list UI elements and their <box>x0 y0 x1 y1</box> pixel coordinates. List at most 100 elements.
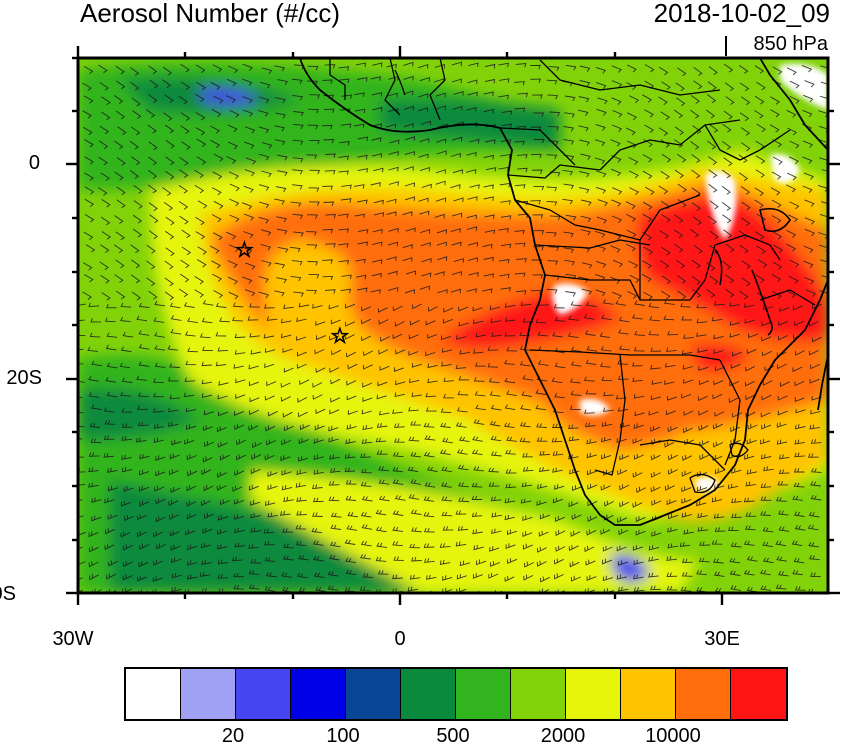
wind-barb <box>308 201 320 206</box>
wind-barb <box>84 156 94 165</box>
wind-barb <box>260 229 272 236</box>
wind-barb <box>201 559 212 566</box>
wind-barb <box>514 184 526 189</box>
wind-barb <box>789 259 800 268</box>
wind-barb <box>504 404 516 411</box>
wind-barb <box>307 65 319 71</box>
wind-barb <box>779 307 790 312</box>
wind-barb <box>251 453 262 460</box>
wind-barb <box>551 377 563 384</box>
wind-barb <box>469 138 480 144</box>
wind-barb <box>708 169 718 178</box>
wind-barb <box>277 154 288 161</box>
wind-barb <box>739 82 750 92</box>
wind-barb <box>264 395 275 401</box>
wind-barb <box>776 422 787 428</box>
wind-barb <box>184 438 195 445</box>
wind-barb <box>722 260 732 270</box>
wind-barb <box>402 211 413 216</box>
wind-barb <box>281 485 293 491</box>
wind-barb <box>243 231 254 239</box>
wind-barb <box>425 392 437 398</box>
wind-barb <box>456 407 468 413</box>
wind-barb <box>745 481 756 487</box>
wind-barb <box>611 124 623 133</box>
wind-barb <box>517 167 528 173</box>
wind-barb <box>568 454 579 460</box>
wind-barb <box>259 81 271 89</box>
wind-barb <box>552 451 564 456</box>
wind-barb <box>789 156 799 165</box>
colorbar-label-20: 20 <box>221 725 245 747</box>
wind-barb <box>78 380 85 383</box>
wind-barb <box>775 540 787 547</box>
wind-barb <box>712 441 723 448</box>
wind-barb <box>563 154 575 161</box>
wind-barb <box>459 349 470 355</box>
wind-barb <box>107 467 118 473</box>
wind-barb <box>116 80 126 90</box>
wind-barb <box>307 214 318 219</box>
wind-barb <box>491 332 502 337</box>
wind-barb <box>682 427 693 434</box>
wind-barb <box>515 62 527 68</box>
wind-barb <box>585 359 597 365</box>
wind-barb <box>514 107 526 113</box>
wind-barb <box>315 321 326 326</box>
wind-barb <box>115 259 125 269</box>
wind-barb <box>642 170 653 179</box>
wind-barb <box>299 379 310 385</box>
wind-barb <box>101 292 111 301</box>
wind-barb <box>809 378 820 384</box>
wind-barb <box>786 229 797 238</box>
wind-barb <box>611 291 622 300</box>
wind-barb <box>483 256 494 262</box>
wind-barb <box>676 97 686 107</box>
wind-barb <box>760 569 771 576</box>
wind-barb <box>292 95 303 101</box>
wind-barb <box>312 497 324 503</box>
wind-barb <box>583 376 595 382</box>
wind-barb <box>458 482 469 488</box>
wind-barb <box>329 554 340 561</box>
wind-barb <box>443 307 454 313</box>
wind-barb <box>235 378 246 384</box>
wind-barb <box>103 435 115 440</box>
wind-barb <box>313 438 324 444</box>
wind-barb <box>727 526 739 531</box>
wind-barb <box>264 557 276 562</box>
wind-barb <box>471 512 483 518</box>
wind-barb <box>650 347 662 352</box>
wind-barb <box>164 94 174 103</box>
wind-barb <box>619 454 630 461</box>
wind-barb <box>488 482 500 487</box>
wind-barb <box>565 64 577 71</box>
wind-barb <box>761 336 772 342</box>
wind-barb <box>136 531 147 538</box>
wind-barb <box>204 512 214 519</box>
wind-barb <box>163 112 173 122</box>
wind-barb <box>533 138 545 144</box>
wind-barb <box>681 470 692 477</box>
wind-barb <box>626 82 637 91</box>
wind-barb <box>217 574 229 579</box>
lat-label-0: 0 <box>28 152 40 174</box>
wind-barb <box>201 317 213 324</box>
wind-barb <box>121 377 133 384</box>
wind-barb <box>164 260 174 270</box>
wind-barb <box>346 395 357 401</box>
wind-barb <box>604 500 615 507</box>
wind-barb <box>298 302 310 308</box>
wind-barb <box>772 231 782 240</box>
wind-barb <box>757 259 768 268</box>
wind-barb <box>455 364 467 370</box>
wind-barb <box>457 525 469 531</box>
wind-barb <box>706 288 716 298</box>
wind-barb <box>309 94 320 99</box>
wind-barb <box>793 468 805 473</box>
wind-barb <box>312 484 323 490</box>
wind-barb <box>786 243 796 252</box>
wind-barb <box>405 227 416 233</box>
wind-barb <box>250 350 261 355</box>
wind-barb <box>599 332 611 339</box>
